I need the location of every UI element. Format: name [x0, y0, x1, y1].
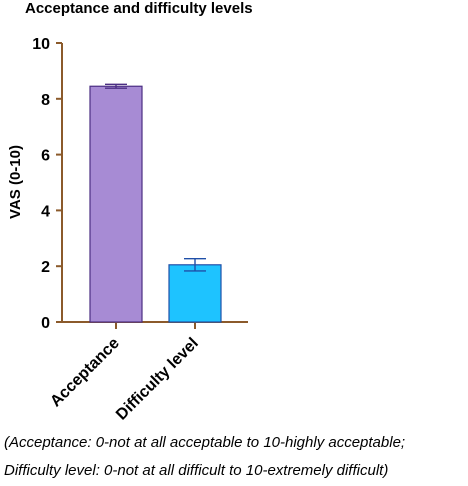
y-tick-label: 10: [32, 36, 50, 53]
footnote-line-2: Difficulty level: 0-not at all difficult…: [4, 462, 389, 479]
x-axis: [61, 321, 248, 329]
footnote-line-1: (Acceptance: 0-not at all acceptable to …: [4, 434, 406, 451]
chart-title: Acceptance and difficulty levels: [25, 0, 253, 17]
y-tick-label: 6: [41, 148, 50, 165]
bar: [168, 264, 222, 323]
y-tick-label: 0: [41, 315, 50, 332]
y-axis-label: VAS (0-10): [7, 145, 24, 219]
x-tick-label: Difficulty level: [113, 335, 202, 424]
y-tick-label: 2: [41, 259, 50, 276]
x-tick-label: Acceptance: [47, 335, 123, 411]
bar: [89, 85, 143, 323]
y-axis: 0 2 4 6 8 10: [32, 36, 63, 332]
bars: [89, 85, 222, 323]
y-tick-label: 8: [41, 92, 50, 109]
y-tick-label: 4: [41, 203, 50, 220]
error-bars: [105, 83, 206, 272]
